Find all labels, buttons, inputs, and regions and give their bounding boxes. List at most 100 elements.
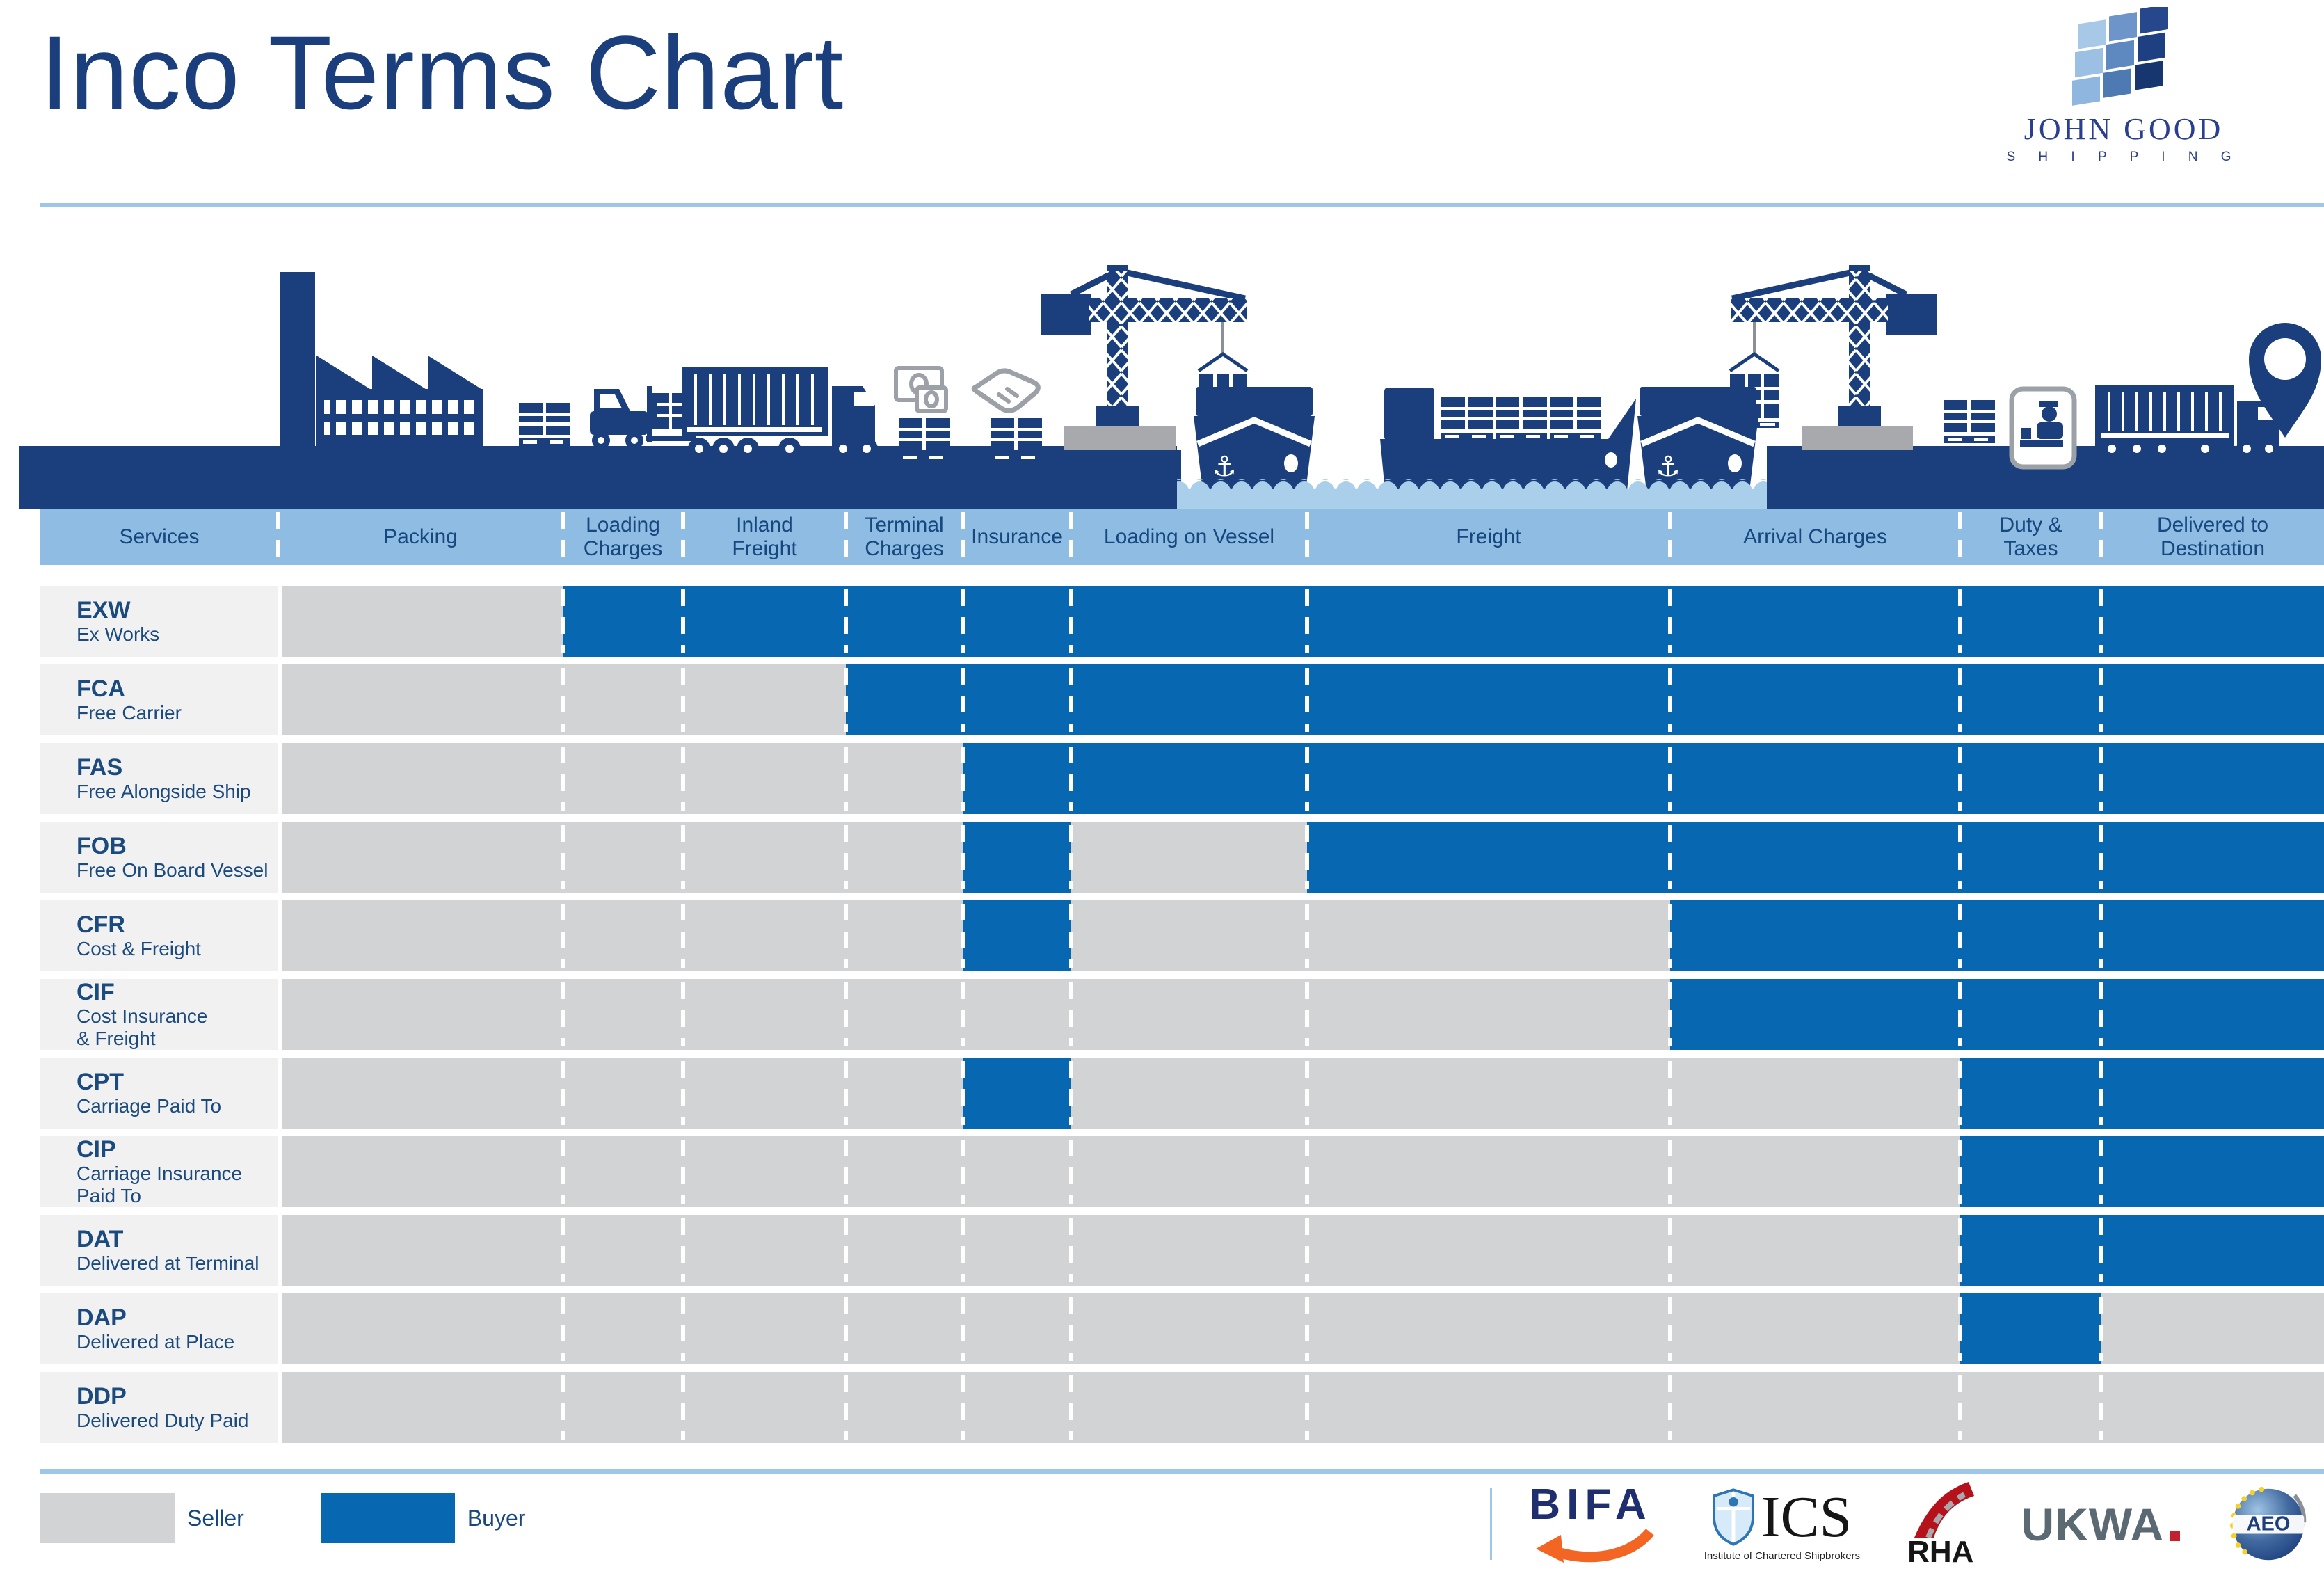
cell-exw-col5-buyer [961, 586, 1071, 657]
cell-cip-col6-seller [1069, 1136, 1307, 1207]
cell-cfr-col5-buyer [961, 900, 1071, 971]
column-header-band: Services Packing Loading Charges Inland Fre… [40, 509, 2324, 565]
handshake-icon [971, 368, 1041, 413]
cell-exw-col6-buyer [1069, 586, 1307, 657]
term-code: CIF [77, 978, 115, 1005]
cell-dap-col10-seller [2099, 1293, 2324, 1364]
cell-exw-col7-buyer [1305, 586, 1670, 657]
buyer-swatch [320, 1493, 455, 1543]
rha-logo: RHA [1907, 1479, 1974, 1570]
factory-icon [280, 272, 483, 446]
cell-ddp-col3-seller [681, 1372, 846, 1443]
column-header-arrival-charges: Arrival Charges [1668, 509, 1960, 565]
cell-ddp-col4-seller [844, 1372, 963, 1443]
tower-crane-icon [1730, 265, 1937, 509]
cell-cif-col2-seller [561, 979, 683, 1050]
cell-cfr-col2-seller [561, 900, 683, 971]
term-code: DDP [77, 1382, 127, 1410]
term-code: CPT [77, 1068, 124, 1095]
cell-cif-col8-buyer [1668, 979, 1960, 1050]
cell-ddp-col1-seller [278, 1372, 563, 1443]
term-label-ddp: DDP Delivered Duty Paid [40, 1372, 278, 1443]
cell-cif-col1-seller [278, 979, 563, 1050]
cell-cip-col10-buyer [2099, 1136, 2324, 1207]
cell-cpt-col1-seller [278, 1058, 563, 1129]
cell-dap-col7-seller [1305, 1293, 1670, 1364]
container-truck-icon [682, 367, 878, 460]
term-label-cif: CIF Cost Insurance & Freight [40, 979, 278, 1050]
cell-exw-col10-buyer [2099, 586, 2324, 657]
column-header-services: Services [119, 525, 200, 548]
cell-cpt-col2-seller [561, 1058, 683, 1129]
title-divider [40, 203, 2324, 207]
term-code: EXW [77, 596, 131, 623]
term-name: Cost & Freight [77, 938, 201, 960]
cell-fca-col3-seller [681, 664, 846, 735]
ics-crest-icon [1712, 1488, 1754, 1546]
cell-cip-col9-buyer [1958, 1136, 2101, 1207]
cell-exw-col1-seller [278, 586, 563, 657]
cell-ddp-col10-seller [2099, 1372, 2324, 1443]
term-label-dap: DAP Delivered at Place [40, 1293, 278, 1364]
cell-cip-col2-seller [561, 1136, 683, 1207]
cell-dat-col7-seller [1305, 1215, 1670, 1286]
ukwa-red-square [2170, 1531, 2181, 1541]
cell-exw-col2-buyer [561, 586, 683, 657]
column-header-inland-freight: Inland Freight [681, 509, 846, 565]
footer-divider-rule [40, 1469, 2324, 1474]
cell-fca-col4-buyer [844, 664, 963, 735]
term-row-fca: FCA Free Carrier [40, 664, 2324, 735]
term-label-fca: FCA Free Carrier [40, 664, 278, 735]
cell-cif-col3-seller [681, 979, 846, 1050]
cell-fas-col2-seller [561, 743, 683, 814]
bifa-logo-text: BIFA [1529, 1481, 1653, 1529]
cell-ddp-col6-seller [1069, 1372, 1307, 1443]
cell-cif-col5-seller [961, 979, 1071, 1050]
pallet-stack-icon [991, 418, 1042, 461]
cell-fob-col9-buyer [1958, 822, 2101, 893]
cell-cip-col4-seller [844, 1136, 963, 1207]
ics-logo: ICS Institute of Chartered Shipbrokers [1704, 1488, 1860, 1561]
column-header-terminal-charges: Terminal Charges [844, 509, 963, 565]
cell-cpt-col3-seller [681, 1058, 846, 1129]
cell-cif-col6-seller [1069, 979, 1307, 1050]
cell-fca-col1-seller [278, 664, 563, 735]
cell-dap-col5-seller [961, 1293, 1071, 1364]
cell-cpt-col7-seller [1305, 1058, 1670, 1129]
pallet-stack-icon [519, 403, 570, 446]
term-name: Free On Board Vessel [77, 859, 269, 882]
cell-dap-col3-seller [681, 1293, 846, 1364]
aeo-logo-text: AEO [2247, 1513, 2291, 1536]
port-illustration: ⚓ [19, 230, 2324, 509]
cell-dat-col2-seller [561, 1215, 683, 1286]
container-ship-icon [1380, 388, 1636, 498]
cell-fob-col8-buyer [1668, 822, 1960, 893]
term-code: FOB [77, 832, 127, 859]
term-name: Free Carrier [77, 702, 182, 724]
cell-dat-col4-seller [844, 1215, 963, 1286]
cell-ddp-col8-seller [1668, 1372, 1960, 1443]
cell-ddp-col9-seller [1958, 1372, 2101, 1443]
rha-road-icon [1914, 1482, 1974, 1538]
cell-dat-col9-buyer [1958, 1215, 2101, 1286]
term-row-dap: DAP Delivered at Place [40, 1293, 2324, 1364]
cell-fob-col5-buyer [961, 822, 1071, 893]
cell-exw-col9-buyer [1958, 586, 2101, 657]
cell-ddp-col2-seller [561, 1372, 683, 1443]
brand-name: JOHN GOOD [2024, 112, 2224, 146]
cell-cif-col10-buyer [2099, 979, 2324, 1050]
term-label-cfr: CFR Cost & Freight [40, 900, 278, 971]
cell-fob-col6-seller [1069, 822, 1307, 893]
column-header-freight: Freight [1305, 509, 1670, 565]
cell-cpt-col6-seller [1069, 1058, 1307, 1129]
cell-cfr-col8-buyer [1668, 900, 1960, 971]
term-code: CFR [77, 911, 125, 938]
forklift-icon [590, 386, 696, 449]
term-name: Ex Works [77, 623, 160, 646]
term-label-exw: EXW Ex Works [40, 586, 278, 657]
cell-cfr-col6-seller [1069, 900, 1307, 971]
column-header-loading-on-vessel: Loading on Vessel [1069, 509, 1307, 565]
column-header-insurance: Insurance [961, 509, 1071, 565]
cell-cif-col7-seller [1305, 979, 1670, 1050]
cell-dap-col1-seller [278, 1293, 563, 1364]
